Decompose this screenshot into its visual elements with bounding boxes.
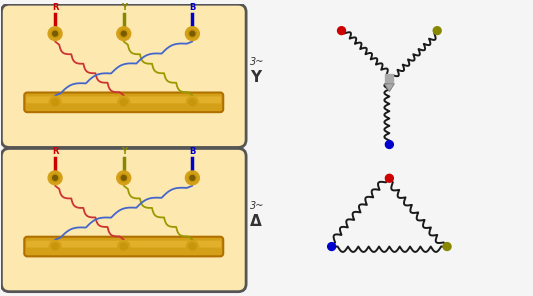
Circle shape <box>188 30 196 38</box>
Circle shape <box>120 99 127 106</box>
Circle shape <box>443 243 451 250</box>
Circle shape <box>385 141 393 148</box>
Circle shape <box>122 176 126 180</box>
Text: R: R <box>52 3 58 12</box>
Text: Δ: Δ <box>250 214 262 229</box>
Text: Y: Y <box>121 3 127 12</box>
Circle shape <box>52 99 59 106</box>
Circle shape <box>120 243 127 250</box>
Text: 3~: 3~ <box>250 201 264 211</box>
Circle shape <box>120 30 128 38</box>
Circle shape <box>337 27 345 35</box>
Circle shape <box>190 31 195 36</box>
Circle shape <box>190 176 195 180</box>
Circle shape <box>117 171 131 185</box>
Text: Y: Y <box>250 70 261 85</box>
Circle shape <box>122 31 126 36</box>
Circle shape <box>187 241 198 252</box>
Circle shape <box>328 243 336 250</box>
Circle shape <box>51 174 59 182</box>
Polygon shape <box>384 84 394 91</box>
Circle shape <box>189 99 196 106</box>
Circle shape <box>385 174 393 182</box>
FancyBboxPatch shape <box>2 148 246 292</box>
Bar <box>385 74 393 82</box>
Circle shape <box>53 176 58 180</box>
Circle shape <box>48 171 62 185</box>
Circle shape <box>49 241 61 252</box>
Circle shape <box>187 96 198 108</box>
Circle shape <box>120 174 128 182</box>
Circle shape <box>51 30 59 38</box>
Text: B: B <box>189 3 196 12</box>
Circle shape <box>188 174 196 182</box>
Circle shape <box>185 27 199 41</box>
Circle shape <box>48 27 62 41</box>
Text: Y: Y <box>121 147 127 156</box>
Circle shape <box>118 96 130 108</box>
Circle shape <box>49 96 61 108</box>
FancyBboxPatch shape <box>26 96 221 103</box>
FancyBboxPatch shape <box>2 4 246 147</box>
Circle shape <box>118 241 130 252</box>
Text: R: R <box>52 147 58 156</box>
Circle shape <box>53 31 58 36</box>
Circle shape <box>189 243 196 250</box>
FancyBboxPatch shape <box>25 237 223 256</box>
Circle shape <box>185 171 199 185</box>
FancyBboxPatch shape <box>26 241 221 247</box>
Circle shape <box>433 27 441 35</box>
Circle shape <box>117 27 131 41</box>
FancyBboxPatch shape <box>25 93 223 112</box>
Text: B: B <box>189 147 196 156</box>
Text: 3~: 3~ <box>250 57 264 67</box>
Circle shape <box>52 243 59 250</box>
